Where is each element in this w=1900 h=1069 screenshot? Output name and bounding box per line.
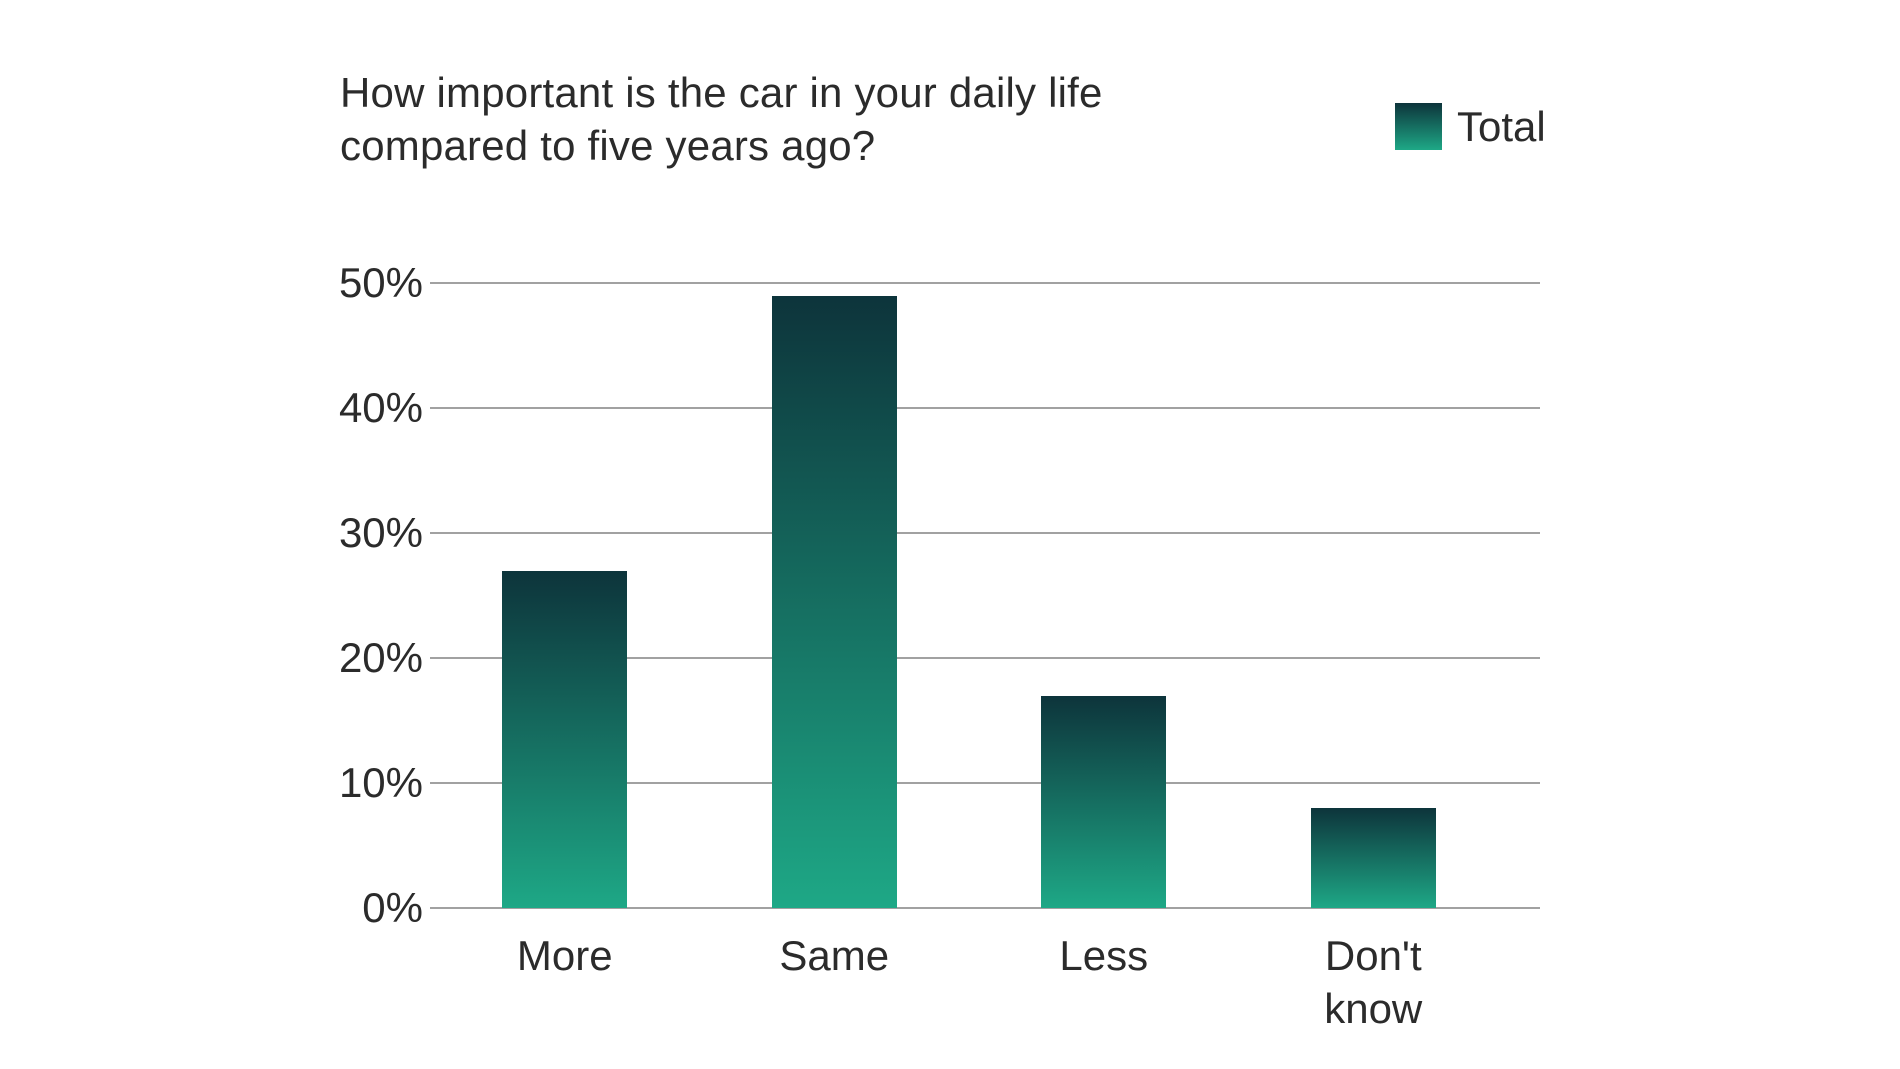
gridline-40% — [430, 407, 1540, 409]
bar-column-less — [969, 283, 1239, 908]
x-category-label-less: Less — [1059, 932, 1149, 979]
bar-column-more — [430, 283, 700, 908]
y-tick-label-40%: 40% — [338, 384, 423, 431]
plot-area — [430, 282, 1540, 909]
bar-column-same — [700, 283, 970, 908]
gridline-20% — [430, 657, 1540, 659]
x-category-label-same: Same — [779, 932, 890, 979]
chart-title-line-1: How important is the car in your daily l… — [340, 69, 1103, 116]
bar-don-t-know — [1310, 808, 1436, 908]
bar-column-don-t-know — [1239, 283, 1509, 908]
chart-title-line-2: compared to five years ago? — [340, 122, 876, 169]
x-category-label-more: More — [516, 932, 613, 979]
gridline-0% — [430, 907, 1540, 909]
gridline-10% — [430, 782, 1540, 784]
chart-title: How important is the car in your daily l… — [340, 66, 1103, 172]
gridline-50% — [430, 282, 1540, 284]
y-tick-label-50%: 50% — [338, 259, 423, 306]
y-tick-label-0%: 0% — [362, 884, 423, 931]
x-axis: More Same Less Don't know — [430, 929, 1508, 1035]
x-category-label-don-t-know: Don't know — [1324, 932, 1423, 1032]
legend-swatch-icon — [1395, 103, 1442, 150]
bar-same — [771, 295, 897, 908]
gridline-30% — [430, 532, 1540, 534]
bar-less — [1041, 695, 1167, 908]
legend-label: Total — [1457, 103, 1546, 150]
y-tick-label-10%: 10% — [338, 759, 423, 806]
y-tick-label-20%: 20% — [338, 634, 423, 681]
bar-more — [502, 570, 628, 908]
bars-area — [430, 283, 1508, 908]
legend: Total — [1395, 103, 1546, 150]
y-tick-label-30%: 30% — [338, 509, 423, 556]
